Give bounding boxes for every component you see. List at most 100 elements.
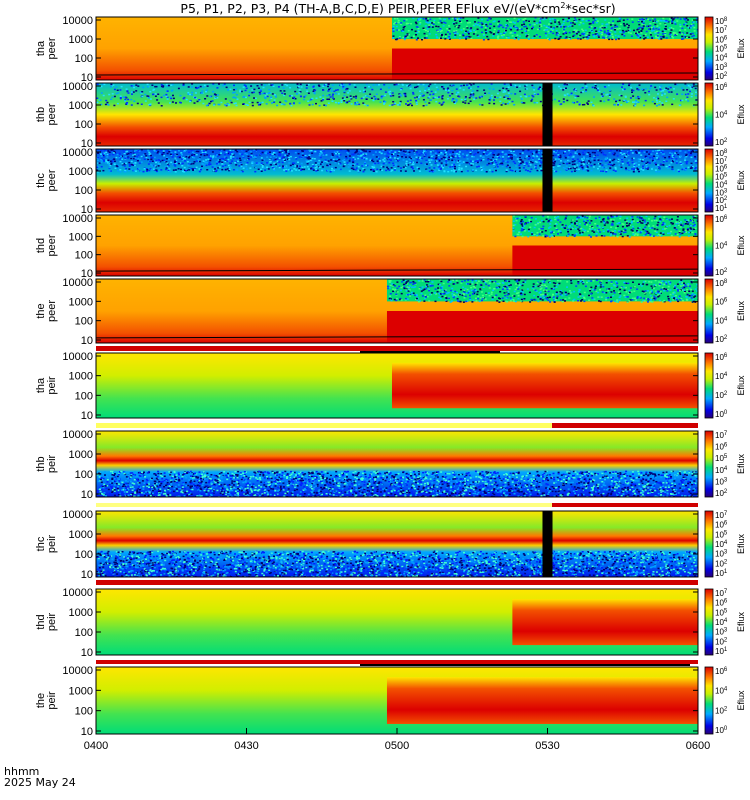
- y-tick-label: 1000: [69, 371, 93, 383]
- colorbar-tick-label: 103: [715, 477, 728, 486]
- colorbar-tick-label: 107: [715, 511, 728, 520]
- colorbar-tick-label: 107: [715, 157, 728, 166]
- colorbar-tick-label: 108: [715, 149, 728, 158]
- colorbar-tick-label: 102: [715, 637, 728, 646]
- colorbar: [704, 82, 714, 147]
- colorbar-tick-label: 104: [715, 372, 728, 381]
- y-tick-label: 10: [81, 726, 93, 738]
- colorbar-tick-label: 105: [715, 454, 728, 463]
- colorbar-tick-label: 106: [715, 667, 728, 676]
- colorbar-tick-label: 105: [715, 45, 728, 54]
- colorbar-tick-label: 103: [715, 550, 728, 559]
- panel-tha-peer: 10000 1000 100 10 tha peer 1081071061051041031…: [35, 15, 746, 84]
- panel-the-peir: 10000 1000 100 10 the peir 106 104 102 100 Eflux: [35, 665, 746, 738]
- panel-thd-peir: 10000 1000 100 10 thd peir 1071061051041031021…: [35, 587, 746, 659]
- colorbar-tick-label: 108: [715, 17, 728, 26]
- colorbar-label: Eflux: [736, 38, 746, 59]
- colorbar-tick-label: 102: [715, 335, 728, 344]
- colorbar: [704, 214, 714, 277]
- y-tick-label: 100: [75, 706, 93, 718]
- y-tick-label: 10: [81, 268, 93, 280]
- panel-thd-peer: 10000 1000 100 10 thd peer 106 104 102 Eflux: [35, 213, 746, 280]
- x-tick-label: 0400: [84, 740, 108, 752]
- colorbar: [704, 352, 714, 419]
- colorbar-tick-label: 104: [715, 54, 728, 63]
- colorbar: [704, 148, 714, 213]
- y-tick-label: 100: [75, 469, 93, 481]
- y-tick-label: 10000: [62, 147, 93, 159]
- y-axis-label: peer: [46, 234, 58, 256]
- colorbar-label: Eflux: [736, 533, 746, 554]
- colorbar-tick-label: 104: [715, 180, 728, 189]
- colorbar-tick-label: 103: [715, 628, 728, 637]
- colorbar: [704, 510, 714, 578]
- colorbar-tick-label: 104: [715, 111, 728, 120]
- y-tick-label: 10000: [62, 81, 93, 93]
- colorbar: [704, 430, 714, 498]
- y-tick-label: 1000: [69, 231, 93, 243]
- mode-bar: [96, 580, 698, 585]
- mode-bar: [96, 346, 698, 353]
- y-tick-label: 1000: [69, 449, 93, 461]
- colorbar-tick-label: 105: [715, 608, 728, 617]
- y-tick-label: 10000: [62, 587, 93, 599]
- colorbar-tick-label: 102: [715, 391, 728, 400]
- colorbar-label: Eflux: [736, 611, 746, 632]
- y-tick-label: 100: [75, 119, 93, 131]
- y-tick-label: 10: [81, 647, 93, 659]
- y-tick-label: 100: [75, 390, 93, 402]
- footer-date-label: 2025 May 24: [4, 776, 76, 789]
- footer-time-label: hhmm: [4, 765, 40, 778]
- y-axis-label: peer: [46, 103, 58, 125]
- colorbar-tick-label: 103: [715, 188, 728, 197]
- y-tick-label: 10: [81, 569, 93, 581]
- y-tick-label: 10000: [62, 509, 93, 521]
- y-tick-label: 10: [81, 410, 93, 422]
- colorbar-tick-label: 104: [715, 466, 728, 475]
- y-axis-label: peir: [46, 376, 58, 395]
- y-tick-label: 10000: [62, 429, 93, 441]
- mode-bar: [96, 503, 698, 507]
- y-tick-label: 1000: [69, 166, 93, 178]
- y-axis-label: the: [35, 693, 47, 708]
- colorbar-tick-label: 104: [715, 540, 728, 549]
- colorbar-tick-label: 108: [715, 279, 728, 288]
- y-tick-label: 10: [81, 72, 93, 84]
- colorbar-tick-label: 106: [715, 521, 728, 530]
- y-tick-label: 10000: [62, 351, 93, 363]
- colorbar-tick-label: 102: [715, 196, 728, 205]
- y-tick-label: 100: [75, 627, 93, 639]
- y-axis-label: peer: [46, 169, 58, 191]
- colorbar-label: Eflux: [736, 375, 746, 396]
- colorbar-tick-label: 104: [715, 316, 728, 325]
- y-tick-label: 10000: [62, 277, 93, 289]
- colorbar-tick-label: 105: [715, 173, 728, 182]
- y-axis-label: thc: [35, 173, 47, 188]
- y-axis-label: peir: [46, 454, 58, 473]
- y-axis-label: peir: [46, 534, 58, 553]
- y-axis-label: thb: [35, 456, 47, 471]
- colorbar-tick-label: 106: [715, 35, 728, 44]
- colorbar-tick-label: 106: [715, 298, 728, 307]
- colorbar: [704, 16, 714, 81]
- colorbar-tick-label: 104: [715, 618, 728, 627]
- colorbar-label: Eflux: [736, 170, 746, 191]
- y-tick-label: 100: [75, 316, 93, 328]
- y-tick-label: 10: [81, 489, 93, 501]
- panel-thc-peir: 10000 1000 100 10 thc peir 1071061051041031021…: [35, 509, 746, 581]
- colorbar-tick-label: 106: [715, 599, 728, 608]
- y-axis-label: peer: [46, 37, 58, 59]
- colorbar-tick-label: 106: [715, 83, 728, 92]
- x-axis: 0400 0430 0500 0530 0600: [84, 728, 710, 752]
- y-tick-label: 1000: [69, 100, 93, 112]
- colorbar-tick-label: 104: [715, 687, 728, 696]
- x-tick-label: 0600: [686, 740, 710, 752]
- mode-bar: [96, 660, 698, 666]
- colorbar-tick-label: 102: [715, 268, 728, 277]
- panel-thb-peer: 10000 1000 100 10 thb peer 106 104 102 Eflux: [35, 81, 746, 150]
- y-axis-label: tha: [35, 377, 47, 393]
- y-tick-label: 10: [81, 138, 93, 150]
- x-tick-label: 0500: [385, 740, 409, 752]
